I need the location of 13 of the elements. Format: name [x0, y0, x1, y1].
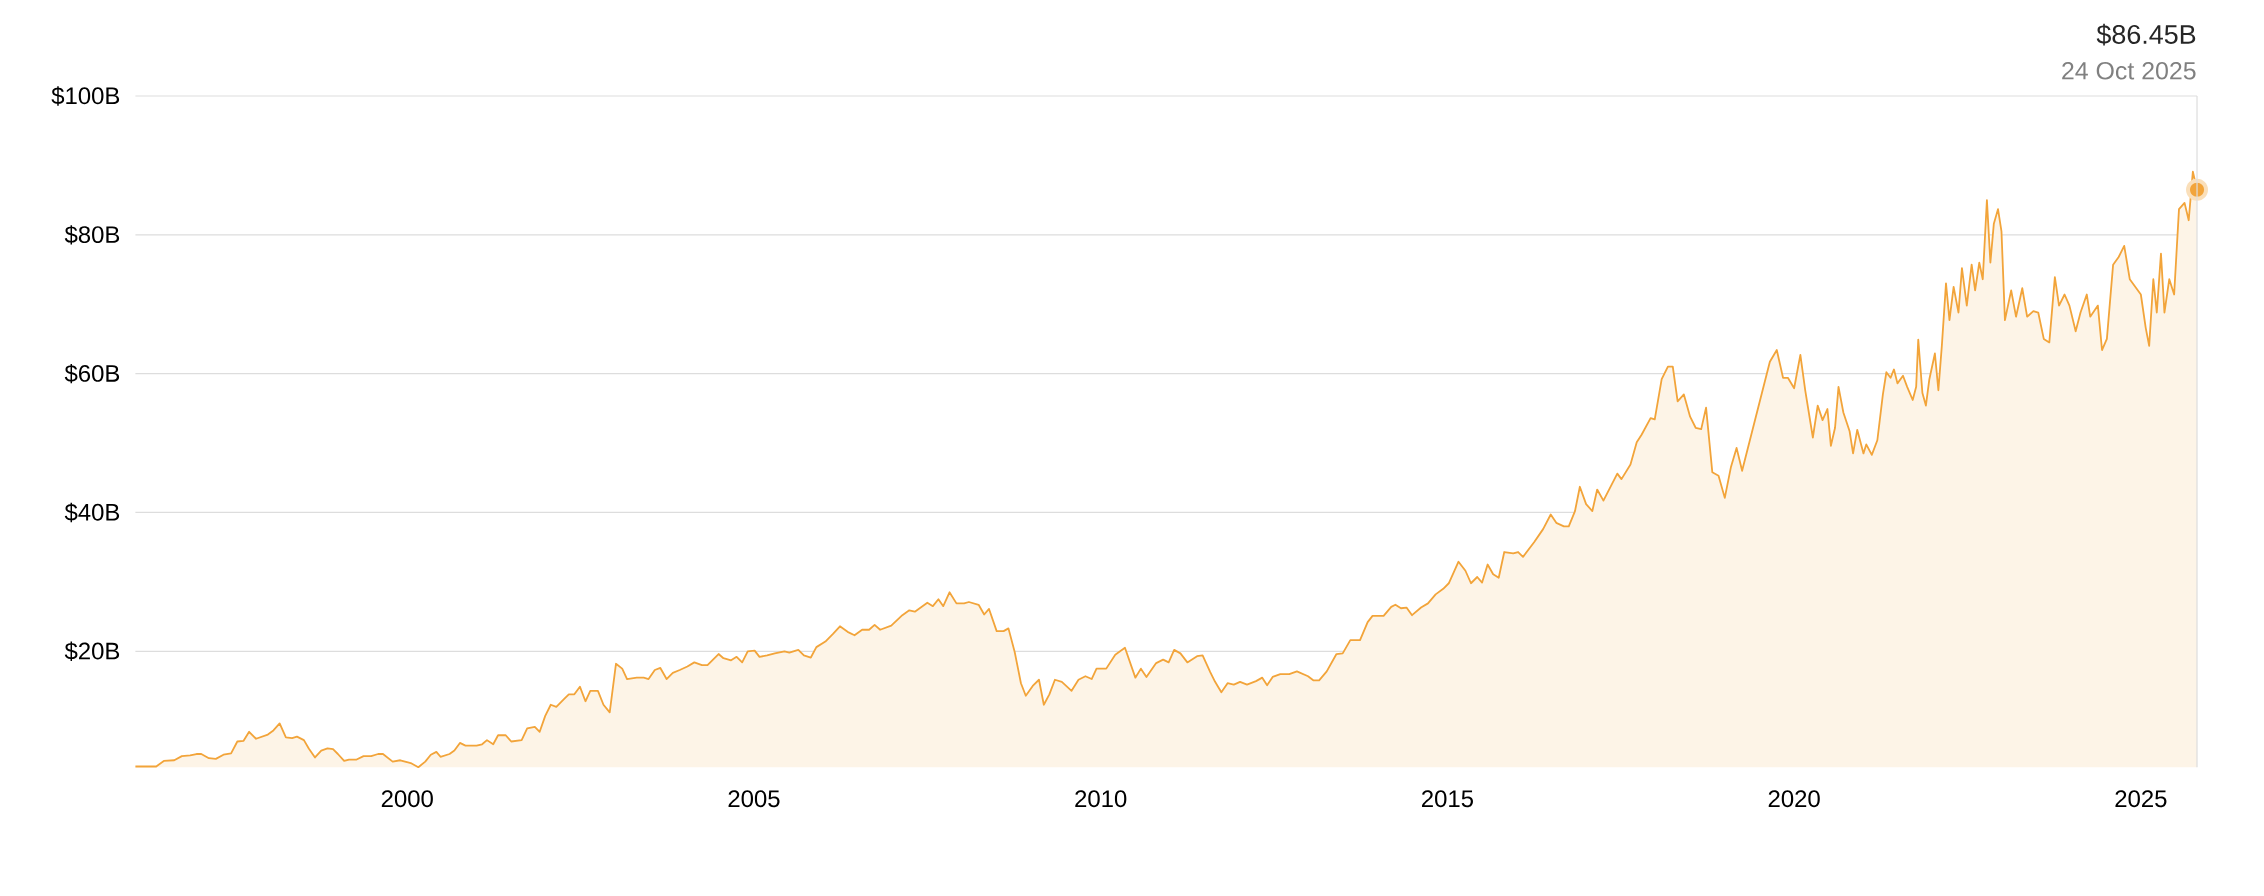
y-tick-label: $80B: [64, 225, 120, 245]
x-tick-label: 2000: [381, 790, 433, 808]
y-tick-label: $20B: [64, 641, 120, 661]
y-tick-label: $100B: [51, 86, 120, 106]
text: 24 Oct 2025: [2062, 61, 2196, 80]
x-tick-label: 2010: [1075, 790, 1127, 808]
x-tick-label: 2005: [728, 790, 780, 808]
text: $86.45B: [2096, 23, 2196, 46]
x-tick-label: 2015: [1422, 790, 1473, 808]
y-tick-label: $40B: [64, 502, 120, 523]
x-tick-label: 2020: [1768, 790, 1820, 808]
y-tick-label: $60B: [64, 363, 120, 384]
x-tick-label: 2025: [2115, 790, 2167, 808]
